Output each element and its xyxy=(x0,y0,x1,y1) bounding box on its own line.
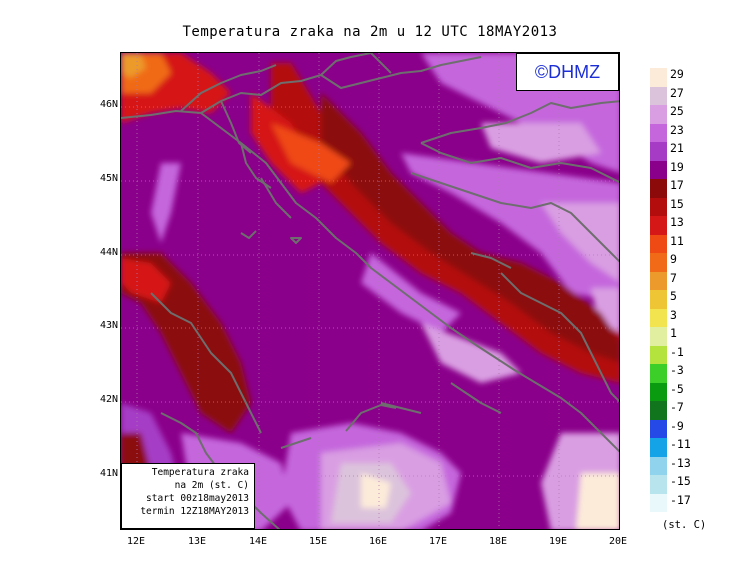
legend-unit-label: (st. C) xyxy=(662,519,707,531)
legend-label: -3 xyxy=(670,363,684,377)
legend-label: -1 xyxy=(670,344,684,359)
info-line-termin: termin 12Z18MAY2013 xyxy=(140,506,249,517)
temperature-field xyxy=(121,53,619,529)
legend-swatch xyxy=(650,253,667,272)
legend-label: -15 xyxy=(670,474,691,488)
legend-label: -11 xyxy=(670,437,691,451)
legend-swatch xyxy=(650,105,667,124)
lon-label-14e: 14E xyxy=(248,536,268,547)
legend-label: -17 xyxy=(670,492,691,507)
legend-swatch xyxy=(650,308,667,327)
legend-swatch xyxy=(650,160,667,179)
lon-label-18e: 18E xyxy=(488,536,508,547)
lat-label-41n: 41N xyxy=(99,468,118,479)
lon-label-15e: 15E xyxy=(308,536,328,547)
legend-swatch xyxy=(650,493,667,512)
legend-swatch xyxy=(650,419,667,438)
legend-label: 23 xyxy=(670,122,684,137)
legend-swatch xyxy=(650,142,667,161)
lon-label-20e: 20E xyxy=(608,536,628,547)
legend-swatch xyxy=(650,179,667,198)
legend-label: 7 xyxy=(670,270,677,285)
lat-label-45n: 45N xyxy=(99,173,118,184)
legend-label: 17 xyxy=(670,178,684,192)
legend-label: 19 xyxy=(670,159,684,174)
legend-swatch xyxy=(650,327,667,346)
lon-label-16e: 16E xyxy=(368,536,388,547)
lon-label-19e: 19E xyxy=(548,536,568,547)
legend-label: -13 xyxy=(670,455,691,470)
lon-label-12e: 12E xyxy=(126,536,146,547)
legend-swatch xyxy=(650,290,667,309)
temperature-map xyxy=(120,52,620,530)
legend-label: -9 xyxy=(670,418,684,433)
legend-label: 13 xyxy=(670,215,684,229)
info-line-start: start 00z18may2013 xyxy=(146,493,249,504)
legend-label: -5 xyxy=(670,381,684,396)
legend-label: -7 xyxy=(670,400,684,414)
lat-label-42n: 42N xyxy=(99,394,118,405)
legend-label: 25 xyxy=(670,104,684,118)
grid-lines xyxy=(121,53,619,529)
legend-swatch xyxy=(650,438,667,457)
legend-swatch xyxy=(650,382,667,401)
lon-label-17e: 17E xyxy=(428,536,448,547)
legend-swatch xyxy=(650,86,667,105)
lat-label-44n: 44N xyxy=(99,247,118,258)
legend-swatch xyxy=(650,234,667,253)
legend-label: 15 xyxy=(670,196,684,211)
info-line-variable: Temperatura zraka xyxy=(151,467,249,478)
dhmz-logo: ©DHMZ xyxy=(516,53,619,91)
legend-swatch xyxy=(650,197,667,216)
legend-label: 11 xyxy=(670,233,684,248)
legend-label: 3 xyxy=(670,307,677,322)
lat-label-43n: 43N xyxy=(99,320,118,331)
legend-swatch xyxy=(650,345,667,364)
legend-swatch xyxy=(650,456,667,475)
lon-label-13e: 13E xyxy=(187,536,207,547)
legend-label: 5 xyxy=(670,289,677,303)
legend-swatch xyxy=(650,364,667,383)
coastlines-and-borders xyxy=(121,53,619,529)
legend-swatch xyxy=(650,68,667,87)
model-info-box: Temperatura zraka na 2m (st. C) start 00… xyxy=(121,463,255,529)
legend-swatch xyxy=(650,475,667,494)
legend-label: 29 xyxy=(670,67,684,81)
legend-swatch xyxy=(650,123,667,142)
map-title: Temperatura zraka na 2m u 12 UTC 18MAY20… xyxy=(182,24,558,40)
legend-label: 21 xyxy=(670,141,684,155)
legend-label: 9 xyxy=(670,252,677,266)
lat-label-46n: 46N xyxy=(99,99,118,110)
legend-swatch xyxy=(650,401,667,420)
legend-swatch xyxy=(650,216,667,235)
legend-label: 1 xyxy=(670,326,677,340)
legend-swatch xyxy=(650,271,667,290)
info-line-units: na 2m (st. C) xyxy=(174,480,249,491)
legend-label: 27 xyxy=(670,85,684,100)
